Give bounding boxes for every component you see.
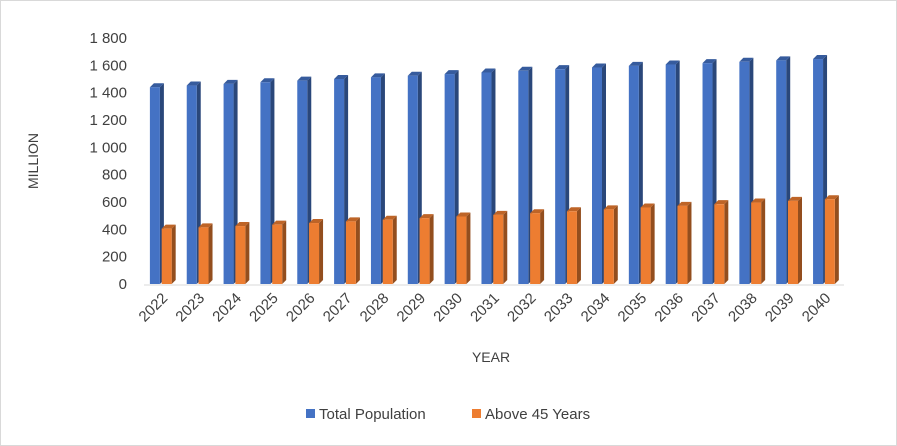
bar-above-45-years-2038: [751, 198, 766, 284]
x-axis-title: YEAR: [472, 349, 510, 365]
y-tick-label: 600: [102, 194, 127, 211]
bar-above-45-years-2029: [419, 214, 434, 284]
x-tick-label: 2028: [357, 290, 393, 326]
bar-above-45-years-2032: [530, 209, 545, 284]
legend-label: Above 45 Years: [485, 406, 590, 423]
bar-above-45-years-2039: [788, 196, 802, 284]
bar-above-45-years-2022: [161, 224, 176, 284]
legend-item-total-population: Total Population: [306, 406, 426, 423]
x-tick-label: 2023: [172, 290, 208, 326]
x-tick-label: 2036: [651, 290, 687, 326]
x-tick-label: 2035: [615, 290, 651, 326]
bar-above-45-years-2025: [272, 220, 287, 284]
x-tick-label: 2040: [799, 290, 835, 326]
y-tick-label: 200: [102, 249, 127, 266]
y-axis-ticks: 0 200 400 600 800 1 000 1 200 1 400 1 600 1 800: [89, 30, 127, 293]
y-tick-label: 0: [119, 276, 127, 293]
x-tick-label: 2034: [578, 290, 614, 326]
bar-above-45-years-2036: [677, 201, 692, 284]
y-axis-title: MILLION: [25, 133, 41, 189]
bar-above-45-years-2037: [714, 200, 729, 284]
x-tick-label: 2030: [430, 290, 466, 326]
x-tick-label: 2026: [283, 290, 319, 326]
x-tick-label: 2024: [209, 290, 245, 326]
bar-above-45-years-2030: [456, 212, 471, 284]
bar-above-45-years-2031: [493, 210, 508, 284]
legend-swatch: [472, 409, 481, 418]
x-tick-label: 2032: [504, 290, 540, 326]
y-tick-label: 800: [102, 167, 127, 184]
y-tick-label: 1 200: [89, 112, 127, 129]
y-tick-label: 1 000: [89, 139, 127, 156]
bar-above-45-years-2026: [309, 219, 324, 284]
bar-above-45-years-2035: [640, 203, 655, 284]
legend-label: Total Population: [319, 406, 426, 423]
x-tick-label: 2025: [246, 290, 282, 326]
x-axis-ticks: 2022 2023 2024 2025 2026 2027 2028 2029 2030 2031…: [136, 290, 835, 326]
x-tick-label: 2031: [467, 290, 503, 326]
bars: [149, 55, 839, 285]
x-tick-label: 2022: [136, 290, 172, 326]
bar-above-45-years-2033: [566, 207, 581, 284]
bar-above-45-years-2028: [382, 215, 397, 284]
y-tick-label: 400: [102, 221, 127, 238]
bar-above-45-years-2023: [198, 223, 213, 284]
x-tick-label: 2027: [320, 290, 356, 326]
bar-above-45-years-2034: [603, 205, 618, 284]
legend: Total Population Above 45 Years: [306, 406, 590, 423]
x-tick-label: 2029: [394, 290, 430, 326]
bar-above-45-years-2024: [235, 222, 250, 284]
x-tick-label: 2033: [541, 290, 577, 326]
x-tick-label: 2037: [688, 290, 724, 326]
bar-above-45-years-2040: [824, 195, 839, 284]
x-tick-label: 2039: [762, 290, 798, 326]
y-tick-label: 1 600: [89, 57, 127, 74]
legend-item-above-45-years: Above 45 Years: [472, 406, 590, 423]
legend-swatch: [306, 409, 315, 418]
y-tick-label: 1 400: [89, 85, 127, 102]
x-tick-label: 2038: [725, 290, 761, 326]
bar-above-45-years-2027: [345, 217, 360, 284]
y-tick-label: 1 800: [89, 30, 127, 47]
